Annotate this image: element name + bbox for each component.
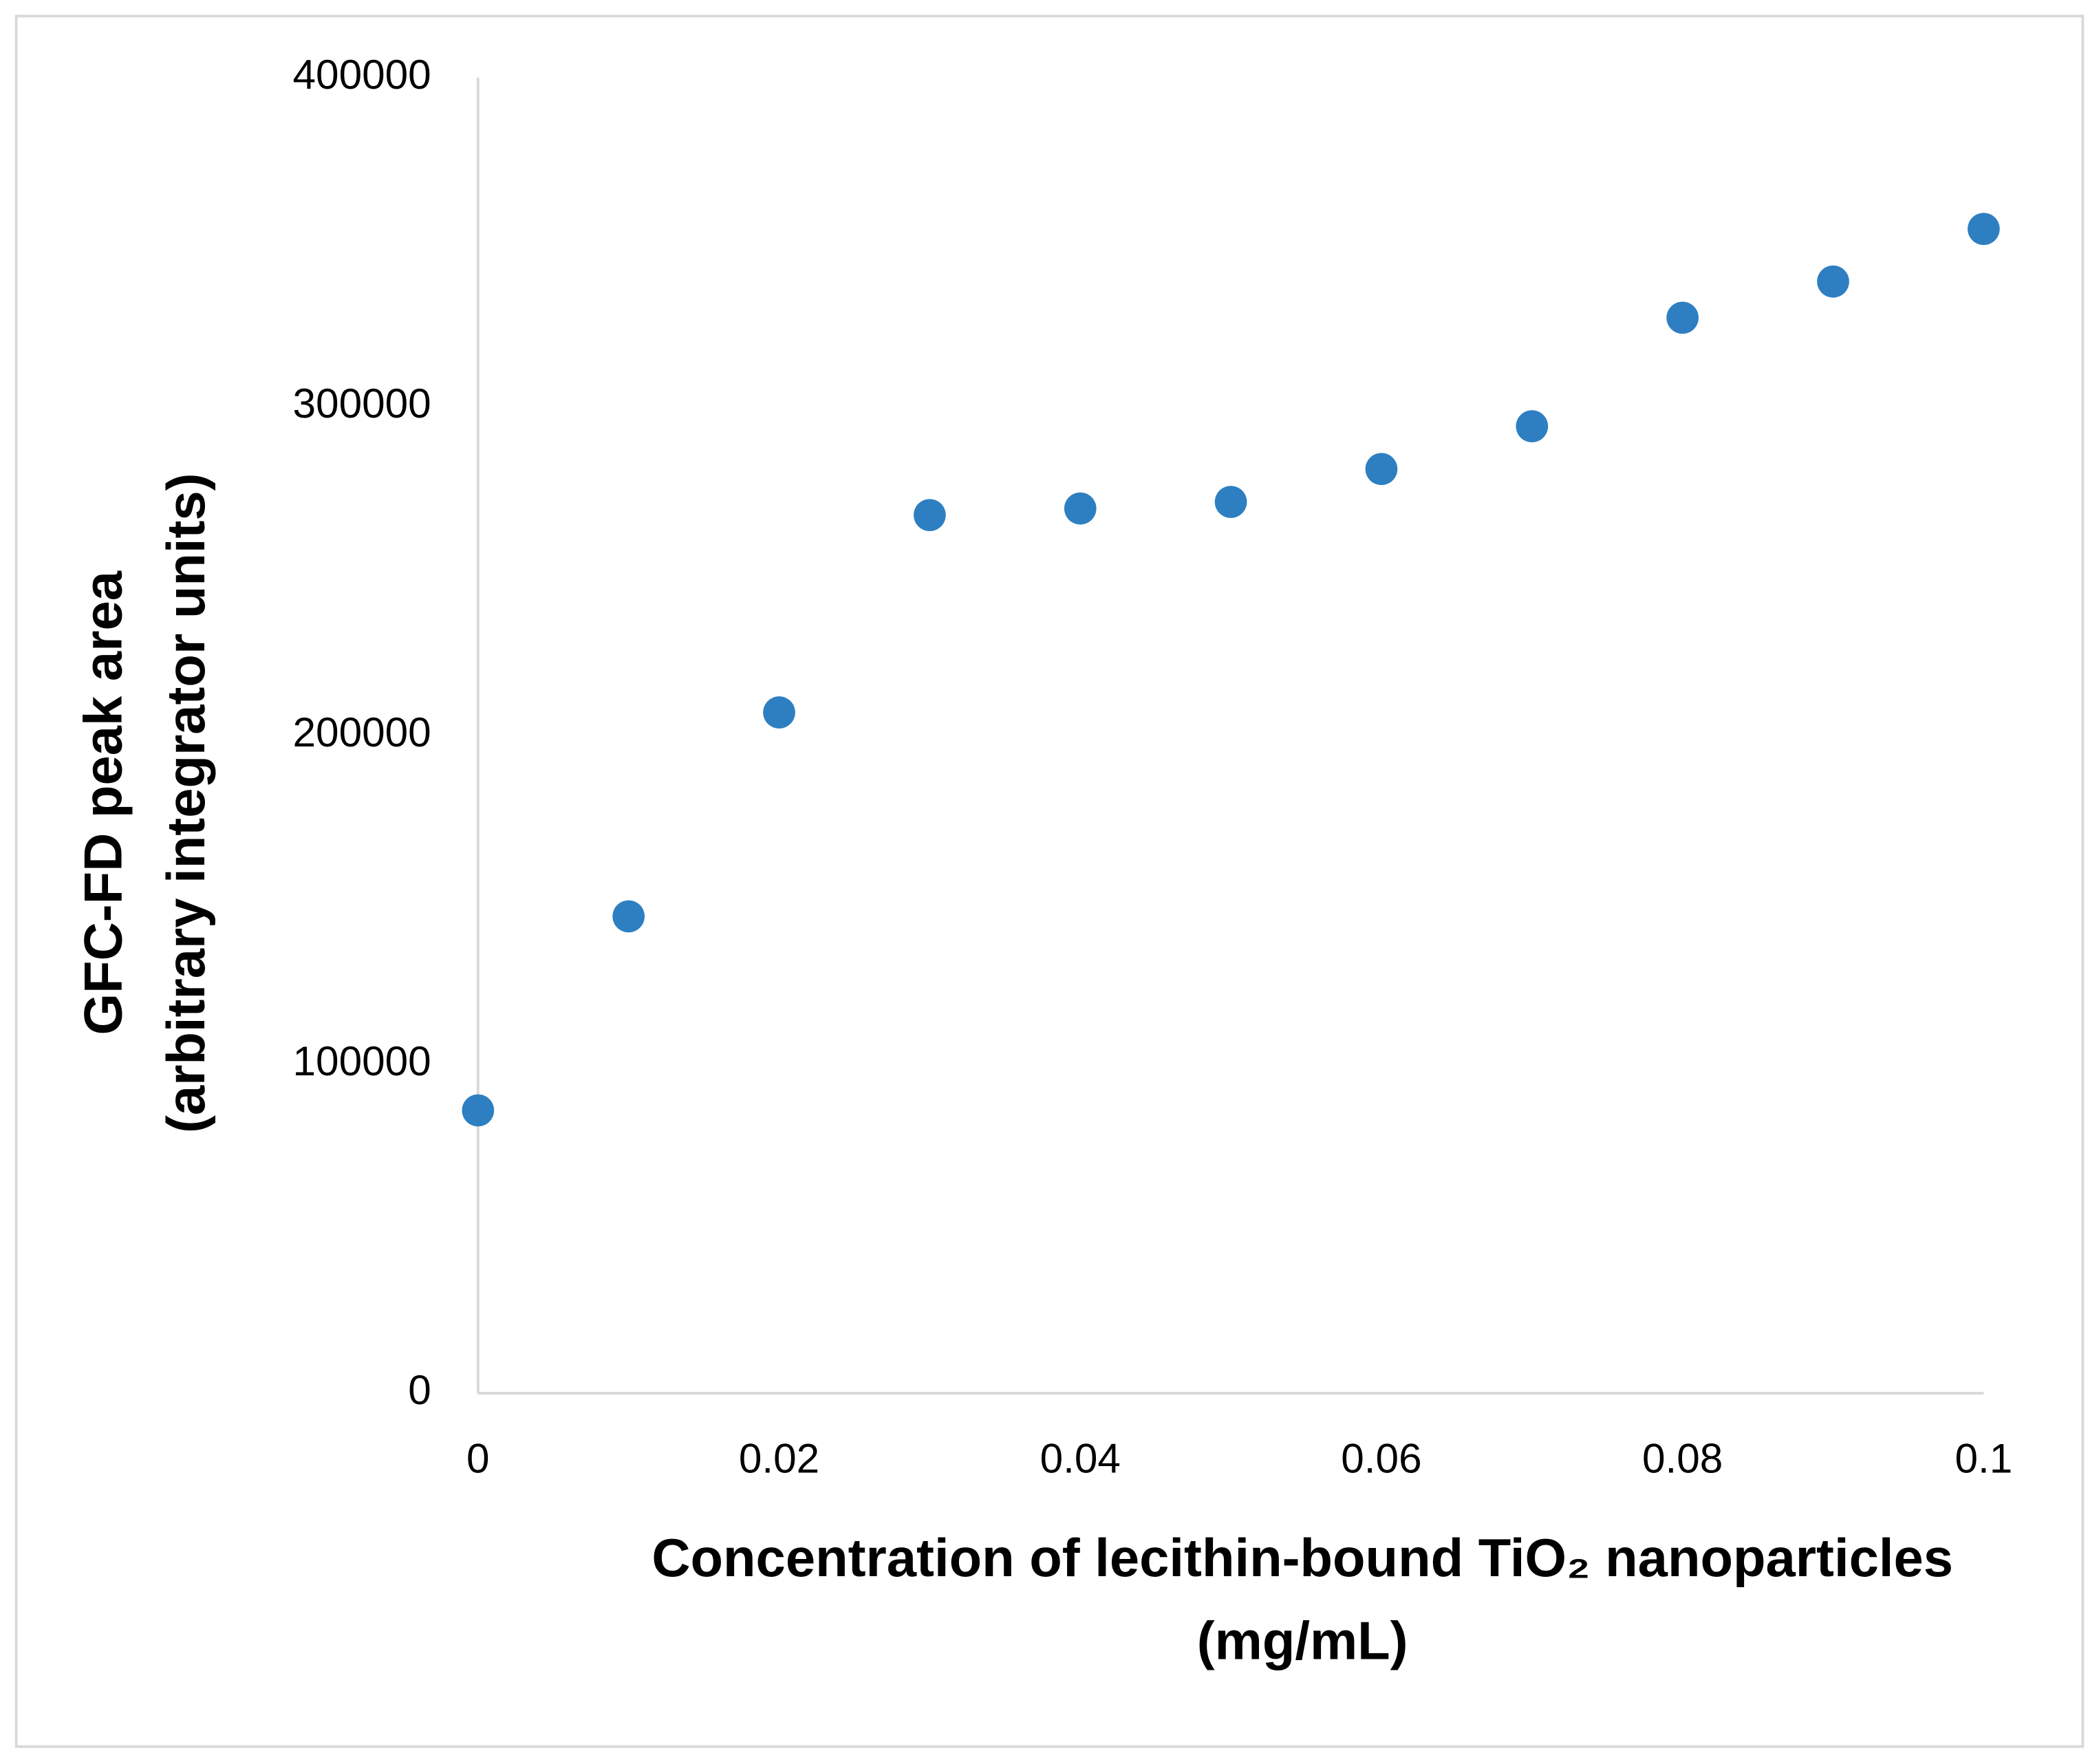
data-point bbox=[1516, 410, 1549, 442]
x-tick-label: 0.1 bbox=[1955, 1434, 2012, 1481]
y-tick-label: 300000 bbox=[293, 380, 431, 427]
data-point bbox=[763, 696, 795, 729]
x-axis-title-line: (mg/mL) bbox=[1197, 1611, 1408, 1670]
chart-border bbox=[14, 14, 2085, 1748]
data-point bbox=[1968, 213, 2000, 246]
y-tick-label: 200000 bbox=[293, 709, 431, 755]
y-tick-label: 400000 bbox=[293, 51, 431, 98]
y-tick-label: 0 bbox=[408, 1366, 431, 1413]
y-axis-title-line: (arbitrary integrator units) bbox=[157, 473, 216, 1133]
data-point bbox=[914, 499, 946, 532]
data-point bbox=[1214, 486, 1247, 518]
x-tick-label: 0.02 bbox=[739, 1434, 819, 1481]
data-point bbox=[1064, 492, 1097, 525]
x-tick-label: 0.04 bbox=[1040, 1434, 1121, 1481]
x-axis-title-line: Concentration of lecithin-bound TiO₂ nan… bbox=[652, 1529, 1953, 1588]
data-point bbox=[1365, 453, 1398, 486]
data-point bbox=[1817, 265, 1849, 298]
data-point bbox=[612, 900, 645, 933]
x-tick-label: 0.06 bbox=[1341, 1434, 1421, 1481]
data-point bbox=[1666, 301, 1699, 334]
y-tick-label: 100000 bbox=[293, 1037, 431, 1084]
x-axis-title: Concentration of lecithin-bound TiO₂ nan… bbox=[652, 1529, 1953, 1671]
data-point bbox=[462, 1094, 495, 1127]
y-axis-title-line: GFC-FD peak area bbox=[74, 570, 133, 1035]
x-tick-label: 0.08 bbox=[1642, 1434, 1723, 1481]
x-tick-label: 0 bbox=[466, 1434, 490, 1481]
y-axis-title: GFC-FD peak area (arbitrary integrator un… bbox=[74, 473, 217, 1133]
